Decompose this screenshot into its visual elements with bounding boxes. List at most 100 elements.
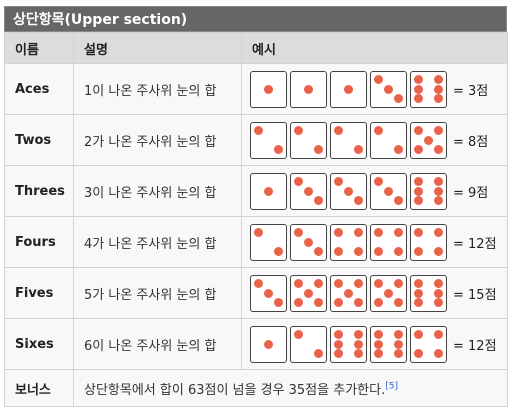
row-example: = 15점	[241, 267, 508, 319]
die-pip	[433, 196, 443, 206]
die-pip	[414, 176, 424, 186]
row-name: Fours	[4, 216, 74, 268]
die-4-icon	[330, 223, 367, 261]
row-result: = 8점	[453, 134, 489, 150]
header-desc: 설명	[73, 32, 242, 64]
row-desc: 5가 나온 주사위 눈의 합	[73, 267, 242, 319]
die-pip	[294, 329, 304, 339]
die-pip	[334, 125, 344, 135]
row-name: Sixes	[4, 318, 74, 370]
die-5-icon	[330, 274, 367, 312]
row-desc: 4가 나온 주사위 눈의 합	[73, 216, 242, 268]
die-pip	[414, 278, 424, 288]
reference-link[interactable]: [5]	[385, 381, 398, 392]
die-pip	[414, 125, 424, 135]
header-row: 이름 설명 예시	[4, 32, 508, 64]
die-5-icon	[290, 274, 327, 312]
die-pip	[344, 288, 353, 298]
die-pip	[384, 186, 393, 196]
die-pip	[433, 74, 443, 84]
dice-row: = 3점	[250, 70, 507, 108]
row-result: = 15점	[453, 287, 497, 303]
die-pip	[304, 84, 313, 94]
die-6-icon	[410, 172, 447, 210]
die-pip	[393, 94, 403, 104]
die-pip	[313, 196, 323, 206]
row-desc: 1이 나온 주사위 눈의 합	[73, 63, 242, 115]
upper-section-table: 이름 설명 예시 Aces 1이 나온 주사위 눈의 합 = 3점 Twos 2가 나온…	[4, 32, 508, 407]
bonus-row: 보너스 상단항목에서 합이 63점이 넘을 경우 35점을 추가한다.[5]	[4, 369, 508, 407]
die-pip	[433, 84, 443, 94]
die-pip	[254, 278, 264, 288]
row-desc: 6이 나온 주사위 눈의 합	[73, 318, 242, 370]
die-pip	[334, 278, 344, 288]
die-2-icon	[290, 325, 327, 363]
header-name: 이름	[4, 32, 74, 64]
die-3-icon	[290, 223, 327, 261]
die-pip	[334, 247, 344, 257]
die-2-icon	[290, 121, 327, 159]
die-pip	[334, 227, 344, 237]
die-pip	[374, 329, 384, 339]
die-pip	[433, 247, 443, 257]
die-pip	[414, 227, 424, 237]
die-1-icon	[330, 70, 367, 108]
die-pip	[393, 145, 403, 155]
die-pip	[393, 196, 403, 206]
die-pip	[414, 186, 424, 196]
die-pip	[433, 145, 443, 155]
row-example: = 12점	[241, 318, 508, 370]
table-row: Twos 2가 나온 주사위 눈의 합 = 8점	[4, 114, 508, 166]
dice-row: = 8점	[250, 121, 507, 159]
die-2-icon	[330, 121, 367, 159]
die-pip	[313, 247, 323, 257]
die-pip	[313, 145, 323, 155]
die-4-icon	[410, 325, 447, 363]
die-pip	[433, 349, 443, 359]
row-result: = 9점	[453, 185, 489, 201]
die-pip	[334, 349, 344, 359]
die-pip	[334, 329, 344, 339]
die-pip	[433, 94, 443, 104]
die-2-icon	[370, 121, 407, 159]
table-row: Threes 3이 나온 주사위 눈의 합 = 9점	[4, 165, 508, 217]
die-pip	[304, 237, 313, 247]
die-pip	[414, 329, 424, 339]
die-pip	[334, 339, 344, 349]
die-pip	[294, 298, 304, 308]
die-pip	[353, 349, 363, 359]
die-1-icon	[250, 325, 287, 363]
bonus-desc: 상단항목에서 합이 63점이 넘을 경우 35점을 추가한다.	[84, 382, 386, 398]
die-3-icon	[330, 172, 367, 210]
table-row: Aces 1이 나온 주사위 눈의 합 = 3점	[4, 63, 508, 115]
die-pip	[294, 125, 304, 135]
die-pip	[344, 186, 353, 196]
die-pip	[264, 84, 273, 94]
row-example: = 12점	[241, 216, 508, 268]
dice-row: = 12점	[250, 325, 507, 363]
die-pip	[414, 94, 424, 104]
die-6-icon	[410, 274, 447, 312]
die-pip	[374, 278, 384, 288]
die-pip	[433, 176, 443, 186]
die-pip	[393, 349, 403, 359]
row-name: Aces	[4, 63, 74, 115]
die-pip	[353, 298, 363, 308]
die-pip	[353, 145, 363, 155]
row-result: = 3점	[453, 83, 489, 99]
die-5-icon	[410, 121, 447, 159]
row-desc: 3이 나온 주사위 눈의 합	[73, 165, 242, 217]
bonus-desc-cell: 상단항목에서 합이 63점이 넘을 경우 35점을 추가한다.[5]	[73, 369, 508, 407]
die-pip	[374, 339, 384, 349]
die-pip	[393, 247, 403, 257]
row-result: = 12점	[453, 236, 497, 252]
die-pip	[414, 349, 424, 359]
die-pip	[384, 84, 393, 94]
die-pip	[353, 278, 363, 288]
die-pip	[273, 247, 283, 257]
die-pip	[254, 125, 264, 135]
die-pip	[353, 247, 363, 257]
die-pip	[433, 278, 443, 288]
die-pip	[414, 298, 424, 308]
die-4-icon	[370, 223, 407, 261]
